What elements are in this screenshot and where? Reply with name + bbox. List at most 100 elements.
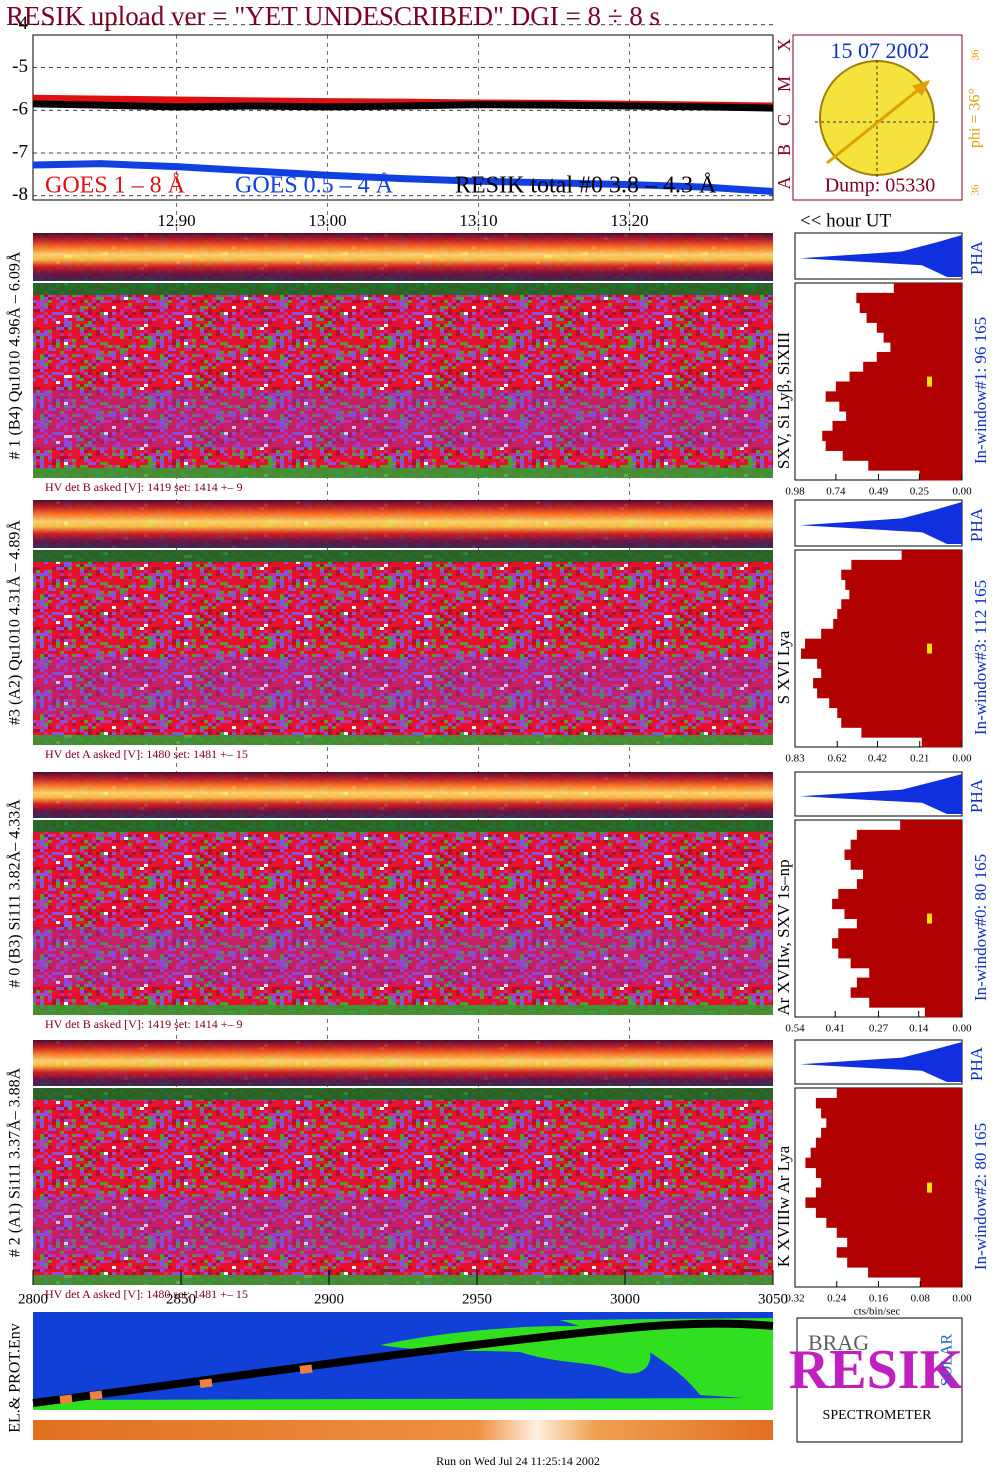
hist-bar (805, 1157, 962, 1169)
hist-bar (813, 678, 962, 689)
hist-bar (832, 898, 962, 910)
hist-bar (826, 1117, 962, 1129)
phi-label: phi = 36° (967, 88, 984, 148)
hist-bar (919, 470, 962, 481)
hist-bar (838, 948, 962, 959)
hist-marker (927, 376, 932, 387)
hist-bar (836, 1227, 962, 1238)
strip-texture (33, 772, 773, 818)
hist-bar (815, 1137, 962, 1149)
hist-bar (821, 1107, 962, 1119)
hist-bar (805, 1197, 962, 1208)
top-plot-frame (32, 34, 774, 201)
hist-tick-label: 0.00 (952, 1023, 972, 1035)
hist-bar (822, 430, 962, 442)
strip-texture (33, 233, 773, 281)
hist-tick-label: 0.00 (952, 1293, 972, 1305)
hist-bar (815, 1167, 962, 1179)
env-region (33, 1398, 773, 1410)
env-label: EL.& PROT.Env (7, 1323, 24, 1432)
hist-bar (837, 707, 962, 718)
spectrum-map (33, 283, 773, 478)
hist-bar (856, 977, 962, 988)
hist-bar (821, 668, 962, 679)
strip-texture (33, 1040, 773, 1086)
title: RESIK upload ver = "YET UNDESCRIBED" DGI… (6, 1, 660, 31)
orbit-tick-label: 3050 (758, 1291, 788, 1307)
hist-bar (849, 589, 962, 600)
window-label: In-window#3: 112 165 (971, 580, 990, 735)
hist-bar (850, 839, 962, 851)
hist-bar (833, 618, 962, 630)
spectrum-map (33, 1088, 773, 1285)
hist-bar (829, 697, 962, 709)
hist-bar (825, 440, 962, 451)
hist-tick-label: 0.00 (952, 486, 972, 498)
spectrum-band (33, 657, 773, 716)
hist-bar (845, 579, 962, 590)
x-axis-label: << hour UT (800, 210, 891, 231)
hist-tick-label: 0.27 (869, 1023, 889, 1035)
hist-bar (851, 559, 962, 571)
y-tick-label: -8 (12, 184, 28, 205)
hist-tick-label: 0.32 (785, 1293, 804, 1305)
dump-label: Dump: 05330 (825, 175, 936, 197)
line-label: K XVIIIw Ar Lya (774, 1145, 793, 1267)
legend-entry: GOES 0.5 – 4 Å (235, 173, 394, 199)
panel-label: # 1 (B4) Qu1010 4.96Å – 6.09Å (6, 251, 24, 459)
hist-bar (850, 957, 962, 969)
hv-label: HV det A asked [V]: 1480 set: 1481 +– 15 (45, 747, 248, 761)
y-tick-label: -5 (12, 56, 28, 77)
hist-tick-label: 0.21 (910, 753, 929, 765)
pha-label: PHA (967, 1046, 986, 1081)
hist-bar (825, 391, 962, 402)
hist-bar (866, 312, 962, 323)
pha-shape (800, 235, 962, 277)
hist-bar (837, 609, 962, 620)
logo-word: RESIK (789, 1339, 964, 1401)
track-marks (59, 1364, 313, 1404)
orbit-track (32, 1319, 774, 1407)
hist-bar (901, 550, 962, 561)
edge-band (33, 820, 773, 832)
hist-bar (849, 371, 962, 382)
orbit-tick-label: 2950 (462, 1291, 492, 1307)
hist-bar (890, 342, 962, 353)
pha-label: PHA (967, 778, 986, 813)
hist-bar (856, 918, 962, 929)
pha-shape (800, 502, 962, 544)
spectrum-band (33, 390, 773, 449)
edge-band (33, 735, 773, 745)
hv-label: HV det A asked [V]: 1480 set: 1481 +– 15 (45, 1287, 248, 1301)
hist-bar (856, 879, 962, 890)
hist-bar (842, 450, 962, 461)
line-label: SXV, Si Lyβ, SiXIII (774, 332, 793, 470)
hist-bar (893, 283, 962, 294)
y-tick-label: -6 (12, 99, 28, 120)
hist-bar (844, 849, 962, 860)
hist-bar (836, 1088, 962, 1099)
hist-bar (835, 381, 962, 392)
hist-marker (927, 1182, 932, 1193)
panel-label: # 2 (A1) Si111 3.37Å– 3.88Å (6, 1067, 24, 1257)
sun-date: 15 07 2002 (831, 38, 930, 63)
scale-label: 36 (970, 184, 982, 196)
series-line (32, 160, 774, 195)
orbit-tick-label: 2900 (314, 1291, 344, 1307)
hist-tick-label: 0.42 (868, 753, 887, 765)
hist-bar (810, 1147, 962, 1159)
hist-unit: cts/bin/sec (854, 1306, 901, 1318)
hist-bar (817, 658, 962, 669)
class-letter: C (774, 114, 794, 126)
hist-bar (844, 908, 962, 919)
window-label: In-window#0: 80 165 (971, 854, 990, 1001)
hist-bar (815, 1207, 962, 1218)
logo-bottom: SPECTROMETER (823, 1408, 933, 1423)
orbit-tick-label: 2850 (166, 1291, 196, 1307)
pha-label: PHA (967, 507, 986, 542)
spectrum-map (33, 820, 773, 1015)
pha-shape (800, 1042, 962, 1082)
panel-label: # 0 (B3) Si111 3.82Å– 4.33Å (6, 799, 24, 988)
hist-tick-label: 0.14 (909, 1023, 929, 1035)
